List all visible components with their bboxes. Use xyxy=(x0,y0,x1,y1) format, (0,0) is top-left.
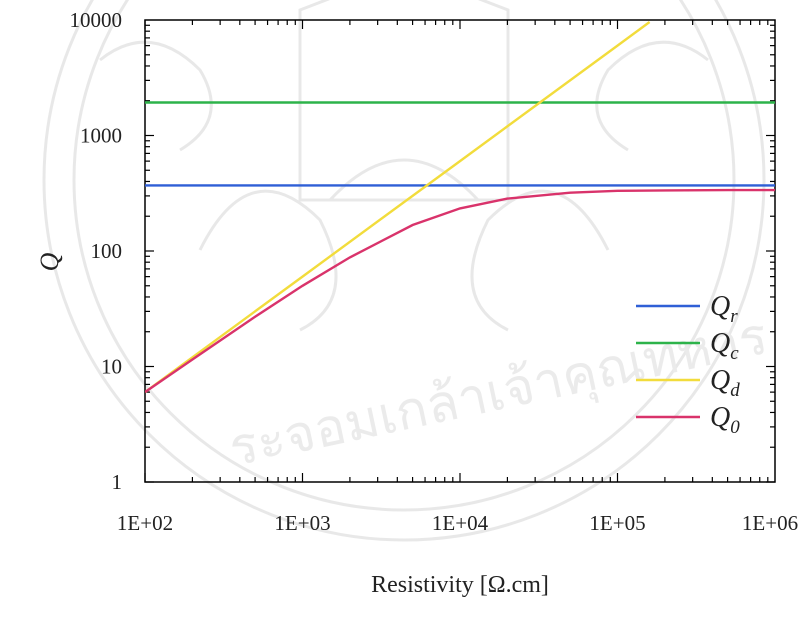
y-tick-label: 100 xyxy=(91,239,123,263)
series-line-q-0 xyxy=(145,188,775,394)
x-axis-label: Resistivity [Ω.cm] xyxy=(371,572,549,598)
y-tick-label: 10 xyxy=(101,355,122,379)
svg-text:ระจอมเกล้าเจ้าคุณทหาร: ระจอมเกล้าเจ้าคุณทหาร xyxy=(224,306,773,480)
y-axis-label: Q xyxy=(35,252,64,271)
watermark-seal: ระจอมเกล้าเจ้าคุณทหาร xyxy=(42,0,773,542)
y-tick-label: 1 xyxy=(112,470,123,494)
legend-item: Qc xyxy=(636,328,739,364)
y-tick-label: 10000 xyxy=(70,8,123,32)
x-tick-label: 1E+05 xyxy=(589,511,645,535)
x-tick-label: 1E+06 xyxy=(742,511,798,535)
y-tick-label: 1000 xyxy=(80,124,122,148)
legend-label: Q0 xyxy=(710,402,740,438)
legend-label: Qr xyxy=(710,291,738,327)
tick-label-layer: 1E+02 1E+03 1E+04 1E+05 1E+06 1 10 100 1000 10000 xyxy=(70,8,799,535)
legend-item: Qd xyxy=(636,365,740,401)
tick-layer xyxy=(144,20,775,483)
series-line-q-d xyxy=(145,21,651,394)
series-layer xyxy=(145,21,775,394)
x-tick-label: 1E+03 xyxy=(274,511,330,535)
x-tick-label: 1E+02 xyxy=(117,511,173,535)
legend-item: Q0 xyxy=(636,402,740,438)
x-tick-label: 1E+04 xyxy=(432,511,489,535)
legend-item: Qr xyxy=(636,291,738,327)
legend-label: Qc xyxy=(710,328,739,364)
legend-label: Qd xyxy=(710,365,740,401)
